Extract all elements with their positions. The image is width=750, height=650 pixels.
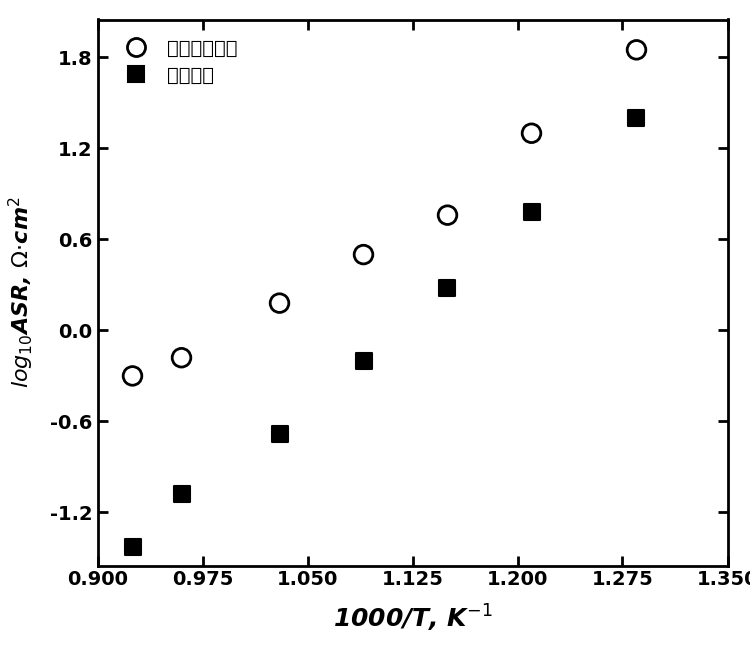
Point [127, 542, 139, 552]
Point [358, 356, 370, 366]
Y-axis label: $log_{10}$ASR, $\Omega$$\cdot$cm$^{2}$: $log_{10}$ASR, $\Omega$$\cdot$cm$^{2}$ [7, 196, 36, 389]
Point [274, 428, 286, 439]
Point [358, 250, 370, 260]
Point [526, 207, 538, 217]
Point [176, 489, 188, 499]
Point [127, 370, 139, 381]
X-axis label: 1000/T, K$^{-1}$: 1000/T, K$^{-1}$ [333, 603, 492, 634]
Point [442, 210, 454, 220]
Legend: 片层多孔结构, 颗粒结构: 片层多孔结构, 颗粒结构 [107, 29, 248, 94]
Point [631, 113, 643, 124]
Point [442, 283, 454, 293]
Point [274, 298, 286, 308]
Point [631, 45, 643, 55]
Point [176, 352, 188, 363]
Point [526, 128, 538, 138]
